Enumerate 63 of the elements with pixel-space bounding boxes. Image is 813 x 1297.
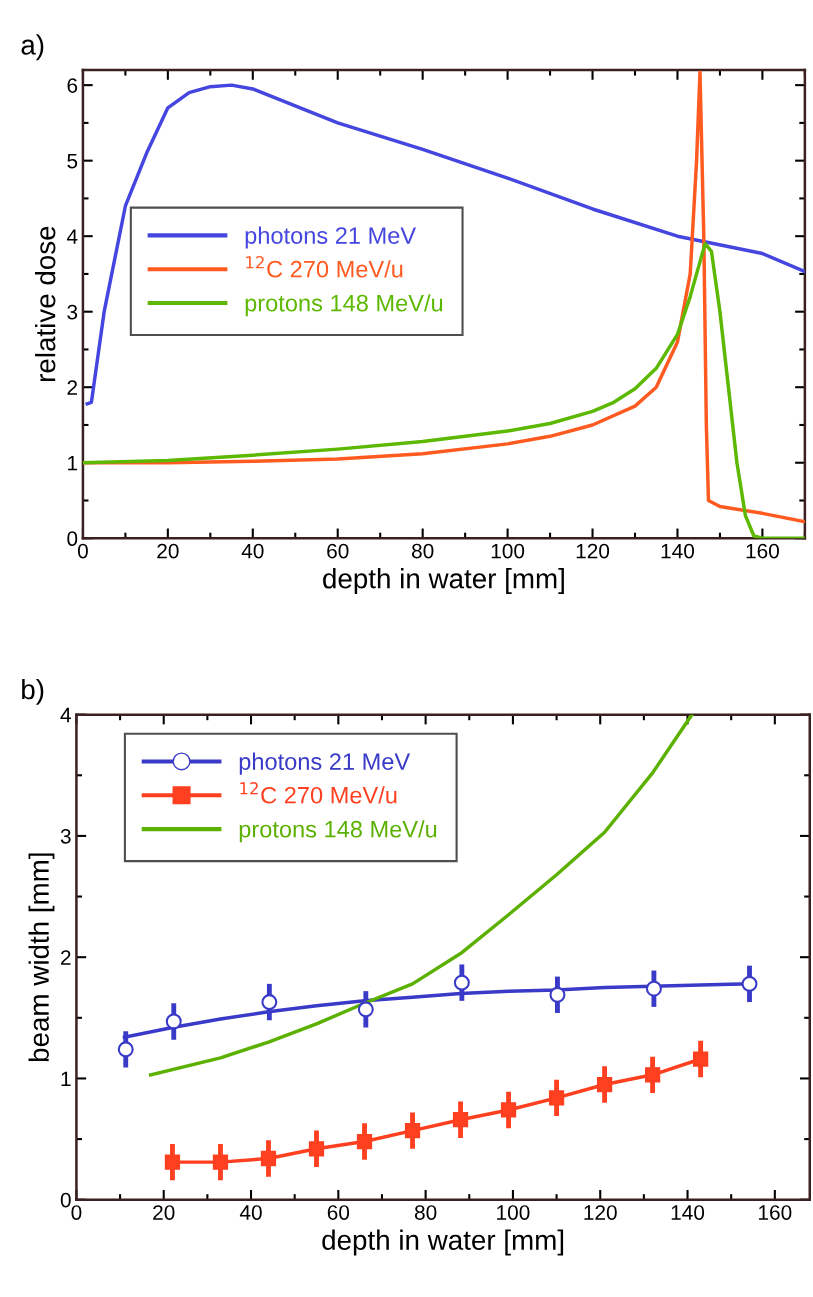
y-tick-label: 2: [61, 950, 71, 965]
point: [452, 1112, 469, 1128]
x-tick-label: 20: [153, 1205, 175, 1220]
y-axis-title: relative dose: [35, 226, 56, 382]
x-tick-label: 40: [241, 543, 264, 559]
x-tick-label: 60: [327, 1205, 350, 1220]
legend-label: $^{12}$C 270 MeV/u: [240, 782, 397, 804]
y-tick-label: 1: [68, 455, 78, 471]
point: [453, 974, 470, 991]
x-axis-title: depth in water [mm]: [323, 568, 564, 594]
point: [548, 1090, 565, 1106]
y-tick-label: 6: [67, 78, 78, 93]
point: [165, 1013, 182, 1030]
x-tick-label: 160: [746, 543, 779, 559]
x-tick-label: 120: [584, 1205, 617, 1220]
y-axis-title: beam width [mm]: [28, 853, 55, 1062]
y-tick-label: 0: [60, 1192, 71, 1208]
x-axis-title: depth in water [mm]: [322, 1229, 564, 1256]
point: [117, 1041, 134, 1058]
line-series: [148, 714, 694, 1077]
x-tick-label: 100: [497, 1205, 530, 1220]
point: [261, 994, 278, 1011]
y-tick-label: 4: [66, 229, 78, 244]
x-tick-label: 80: [414, 1205, 437, 1220]
x-tick-label: 100: [491, 543, 525, 559]
point: [308, 1141, 325, 1157]
y-tick-label: 4: [60, 707, 71, 723]
point: [645, 980, 662, 997]
legend-label: $^{12}$C 270 MeV/u: [246, 255, 403, 278]
point: [692, 1051, 709, 1067]
x-tick-label: 20: [157, 543, 179, 559]
x-tick-label: 40: [239, 1205, 262, 1220]
point: [644, 1067, 661, 1083]
legend-label: photons 21 MeV: [245, 226, 417, 249]
point: [357, 1001, 374, 1018]
x-tick-label: 60: [327, 543, 349, 559]
point: [260, 1150, 277, 1167]
point: [500, 1102, 517, 1118]
x-tick-label: 140: [661, 543, 695, 559]
y-tick-label: 1: [61, 1071, 71, 1086]
y-tick-label: 3: [67, 304, 78, 320]
legend-label: photons 21 MeV: [239, 752, 411, 775]
point: [212, 1154, 229, 1170]
x-tick-label: 140: [671, 1205, 705, 1220]
legend-label: protons 148 MeV/u: [245, 294, 443, 317]
point: [356, 1133, 373, 1150]
point: [549, 986, 566, 1003]
point: [741, 975, 758, 992]
text: b): [22, 678, 44, 705]
line-series: [85, 83, 805, 406]
text: a): [21, 34, 44, 61]
x-tick-label: 0: [77, 543, 88, 559]
legend-label: protons 148 MeV/u: [239, 820, 437, 843]
x-tick-label: 160: [759, 1205, 792, 1220]
x-tick-label: 80: [411, 543, 434, 559]
point: [164, 1154, 181, 1170]
y-tick-label: 2: [67, 380, 78, 395]
y-tick-label: 5: [67, 153, 78, 169]
point: [404, 1122, 421, 1139]
y-tick-label: 0: [67, 531, 78, 547]
x-tick-label: 120: [576, 543, 610, 559]
point: [596, 1076, 613, 1093]
y-tick-label: 3: [60, 828, 71, 844]
